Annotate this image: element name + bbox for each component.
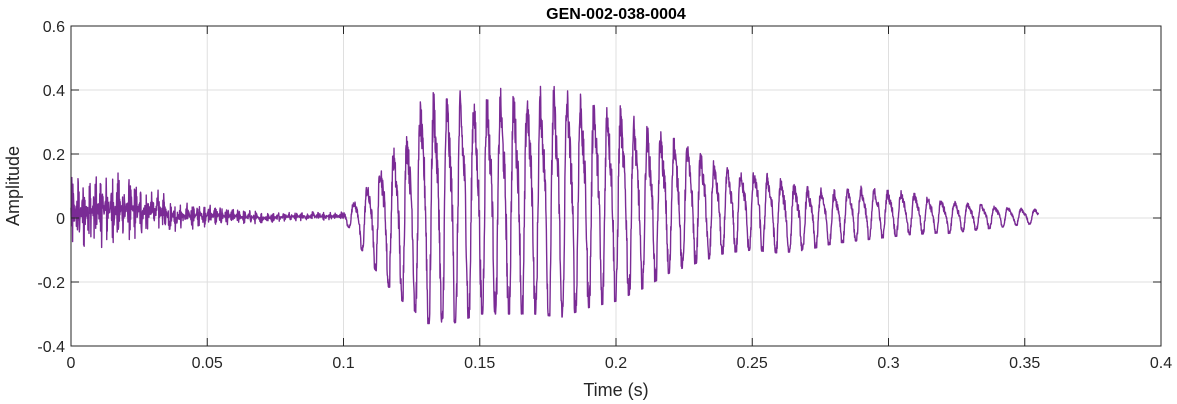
x-axis-label: Time (s) — [583, 380, 648, 400]
x-tick-label: 0.15 — [464, 355, 495, 372]
x-tick-label: 0.3 — [877, 355, 899, 372]
y-tick-label: 0.2 — [43, 147, 65, 164]
y-axis-label: Amplitude — [3, 146, 23, 226]
x-tick-label: 0.05 — [192, 355, 223, 372]
y-tick-label: 0 — [56, 211, 65, 228]
x-ticks: 0 0.05 0.1 0.15 0.2 0.25 0.3 0.35 0.4 — [67, 26, 1172, 372]
x-tick-label: 0.4 — [1150, 355, 1172, 372]
x-tick-label: 0 — [67, 355, 76, 372]
series-line — [70, 85, 1040, 325]
chart-title: GEN-002-038-0004 — [546, 6, 686, 23]
plot-series — [70, 85, 1040, 325]
y-tick-label: 0.4 — [43, 83, 65, 100]
y-tick-label: -0.4 — [37, 339, 65, 356]
y-tick-label: -0.2 — [37, 275, 65, 292]
x-tick-label: 0.25 — [737, 355, 768, 372]
y-ticks: -0.4 -0.2 0 0.2 0.4 0.6 — [37, 19, 1161, 356]
x-tick-label: 0.2 — [605, 355, 627, 372]
x-tick-label: 0.35 — [1009, 355, 1040, 372]
y-tick-label: 0.6 — [43, 19, 65, 36]
x-tick-label: 0.1 — [332, 355, 354, 372]
